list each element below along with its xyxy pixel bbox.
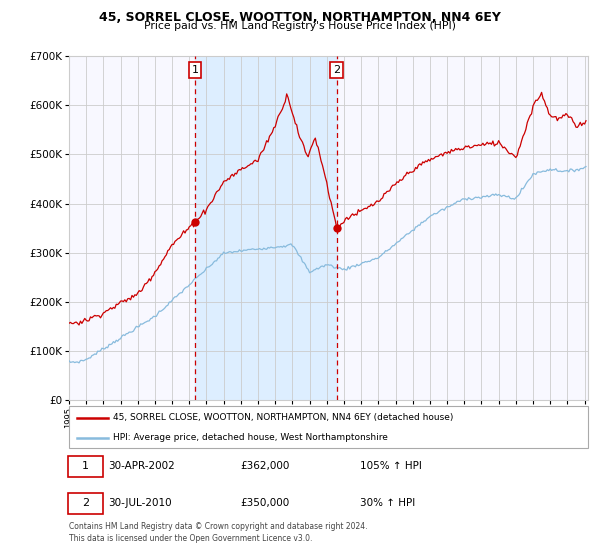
- Text: 30-APR-2002: 30-APR-2002: [108, 461, 175, 472]
- Text: 45, SORREL CLOSE, WOOTTON, NORTHAMPTON, NN4 6EY (detached house): 45, SORREL CLOSE, WOOTTON, NORTHAMPTON, …: [113, 413, 454, 422]
- FancyBboxPatch shape: [68, 456, 103, 477]
- FancyBboxPatch shape: [68, 493, 103, 514]
- Text: Price paid vs. HM Land Registry's House Price Index (HPI): Price paid vs. HM Land Registry's House …: [144, 21, 456, 31]
- FancyBboxPatch shape: [69, 406, 588, 448]
- Text: HPI: Average price, detached house, West Northamptonshire: HPI: Average price, detached house, West…: [113, 433, 388, 442]
- Text: 30% ↑ HPI: 30% ↑ HPI: [359, 498, 415, 508]
- Text: Contains HM Land Registry data © Crown copyright and database right 2024.
This d: Contains HM Land Registry data © Crown c…: [69, 522, 367, 543]
- Text: 1: 1: [191, 65, 199, 75]
- Text: £350,000: £350,000: [240, 498, 290, 508]
- Text: 2: 2: [333, 65, 340, 75]
- Text: 30-JUL-2010: 30-JUL-2010: [108, 498, 172, 508]
- Text: 45, SORREL CLOSE, WOOTTON, NORTHAMPTON, NN4 6EY: 45, SORREL CLOSE, WOOTTON, NORTHAMPTON, …: [99, 11, 501, 24]
- Bar: [195, 56, 337, 400]
- Text: 105% ↑ HPI: 105% ↑ HPI: [359, 461, 422, 472]
- Text: £362,000: £362,000: [240, 461, 290, 472]
- Text: 2: 2: [82, 498, 89, 508]
- Text: 1: 1: [82, 461, 89, 472]
